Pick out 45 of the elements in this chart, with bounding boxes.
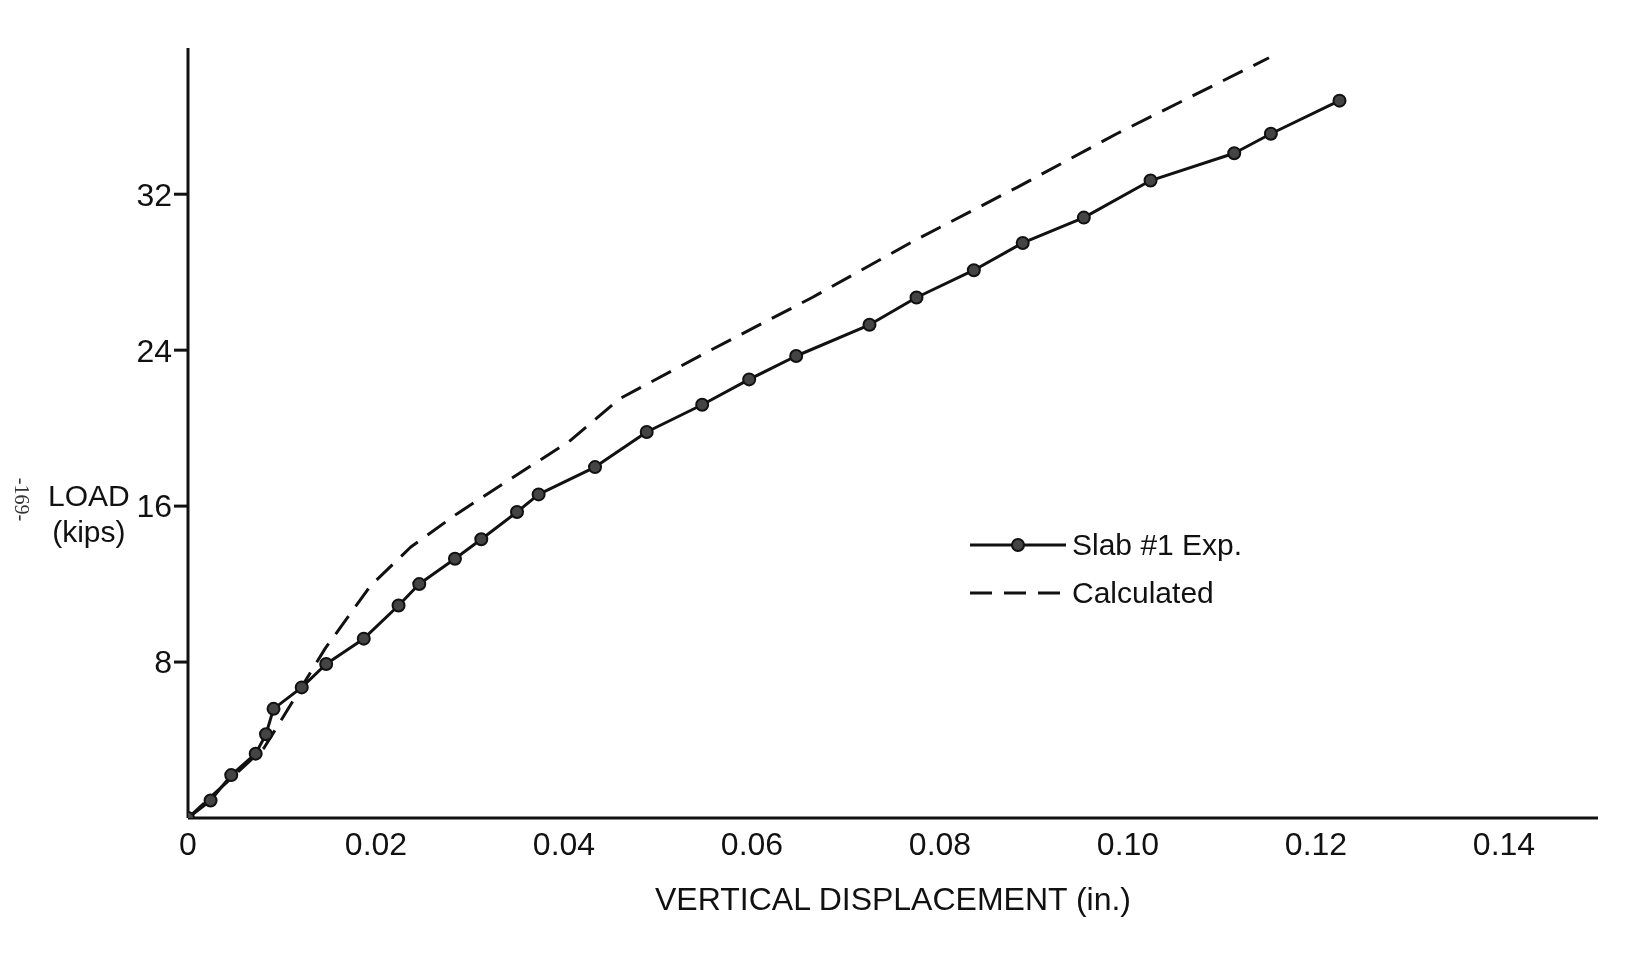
point (695, 397, 710, 412)
text: -169- (10, 477, 34, 522)
x-tick-label: 0.04 (532, 825, 596, 862)
point (474, 532, 489, 547)
y-tick-label: 32 (136, 176, 172, 213)
point (510, 504, 524, 519)
point (294, 680, 309, 695)
y-tick-label: 16 (136, 488, 172, 525)
x-tick-label: 0.08 (908, 825, 972, 862)
point (356, 631, 371, 646)
y-axis-title: LOAD (kips) (48, 478, 130, 550)
x-axis-title: VERTICAL DISPLACEMENT (in.) (655, 881, 1131, 917)
point (639, 425, 654, 440)
point (862, 317, 877, 332)
x-tick-label: 0.12 (1284, 825, 1348, 862)
x-tick-label: 0.02 (344, 825, 408, 862)
point (391, 598, 406, 613)
point (1332, 93, 1347, 108)
point (203, 793, 218, 808)
point (789, 349, 804, 363)
point (447, 551, 462, 566)
y-tick-label: 24 (136, 332, 172, 369)
legend-label: Slab #1 Exp. (1072, 528, 1243, 562)
point (248, 746, 263, 761)
point (909, 290, 924, 305)
x-tick-label: 0 (179, 825, 197, 862)
point (1076, 210, 1091, 225)
point (742, 372, 757, 387)
x-tick-label: 0.14 (1472, 825, 1536, 862)
point (259, 727, 274, 742)
point (319, 657, 334, 671)
point (1015, 235, 1030, 250)
x-tick-label: 0.10 (1096, 825, 1160, 862)
point (1263, 126, 1278, 141)
point (531, 487, 546, 502)
point (1227, 146, 1242, 161)
point (224, 768, 239, 783)
point (266, 701, 281, 716)
x-tick-label: 0.06 (720, 825, 784, 862)
point (1143, 173, 1158, 188)
legend-label: Calculated (1072, 576, 1214, 610)
point (588, 460, 603, 475)
y-tick-label: 8 (154, 644, 172, 681)
point (412, 577, 427, 592)
point (966, 263, 981, 278)
